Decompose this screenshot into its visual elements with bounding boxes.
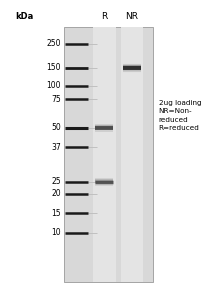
Text: kDa: kDa — [15, 12, 34, 21]
Text: 50: 50 — [51, 123, 61, 132]
Text: NR: NR — [125, 12, 139, 21]
Bar — [121, 27, 143, 282]
Text: 10: 10 — [51, 228, 61, 237]
Text: 2ug loading
NR=Non-
reduced
R=reduced: 2ug loading NR=Non- reduced R=reduced — [159, 100, 201, 131]
Text: 25: 25 — [51, 177, 61, 186]
Text: 150: 150 — [46, 63, 61, 72]
Bar — [93, 27, 115, 282]
Text: 250: 250 — [46, 39, 61, 48]
Text: 75: 75 — [51, 94, 61, 103]
Text: 20: 20 — [51, 189, 61, 198]
Text: 100: 100 — [46, 81, 61, 90]
Text: 37: 37 — [51, 142, 61, 152]
Text: R: R — [101, 12, 108, 21]
Text: 15: 15 — [51, 208, 61, 217]
Bar — [64, 27, 153, 282]
